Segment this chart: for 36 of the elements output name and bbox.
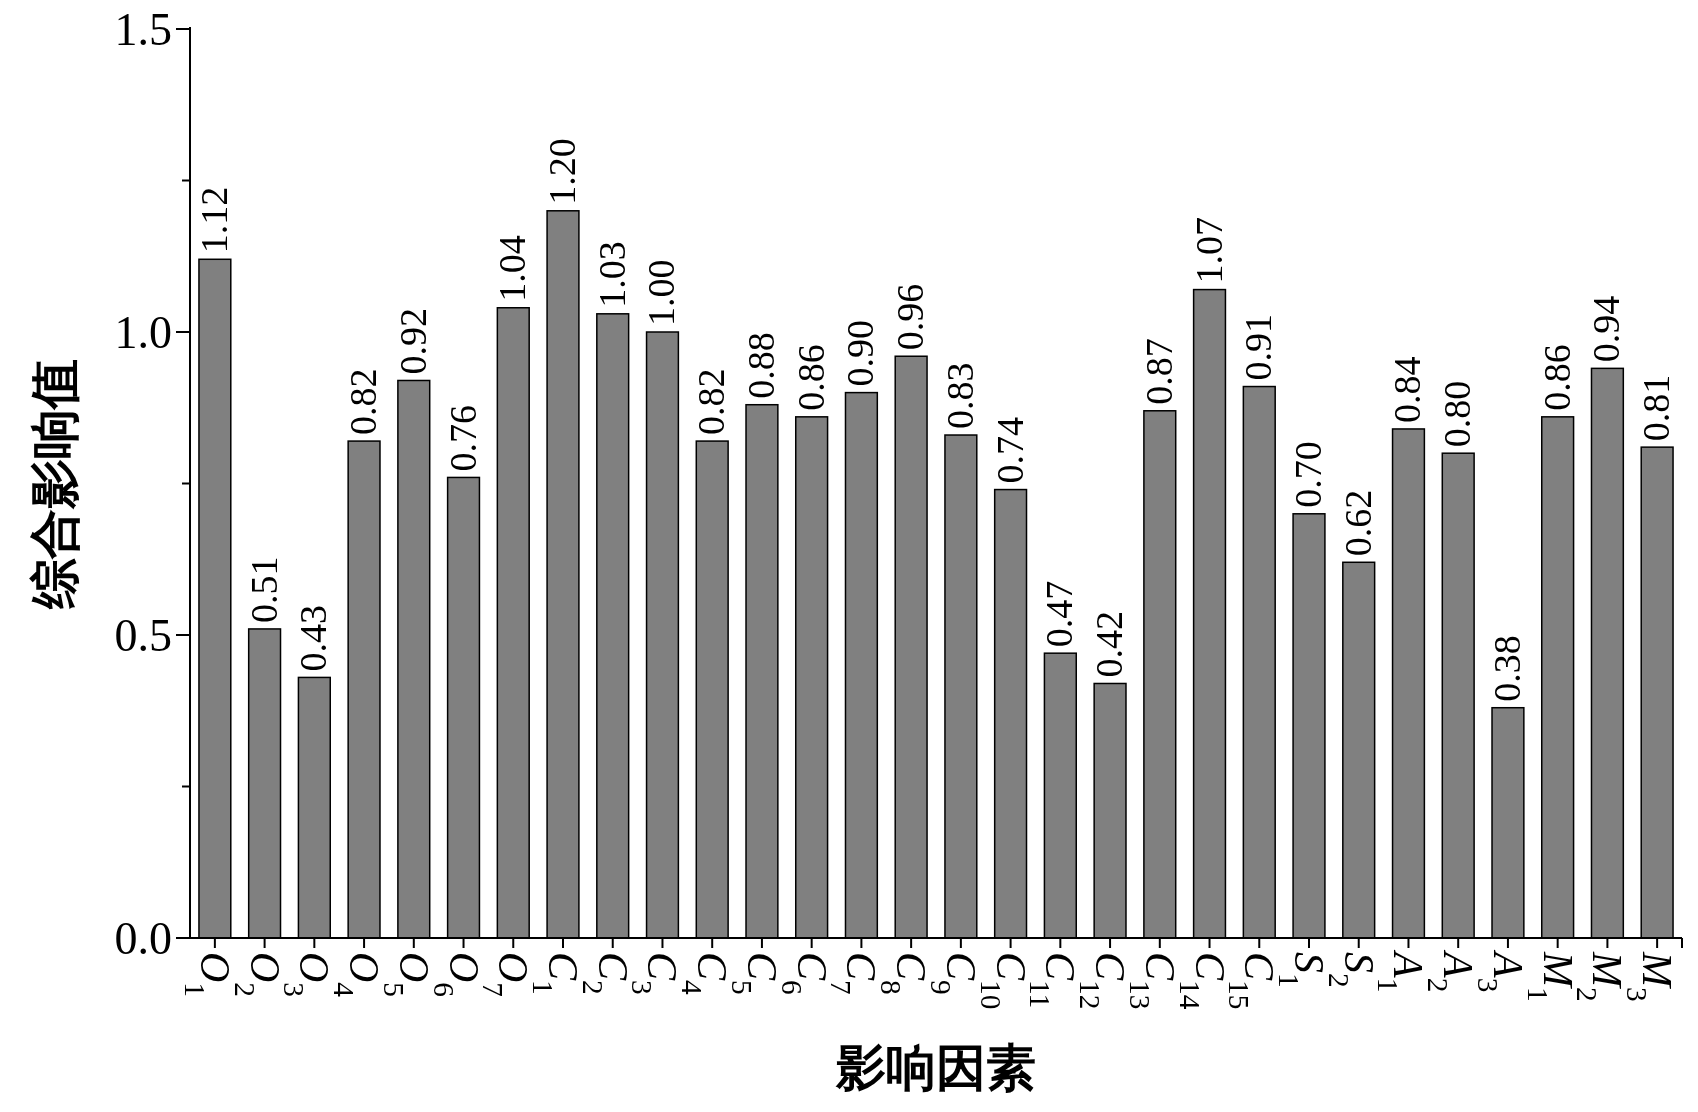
data-label: 0.38 bbox=[1485, 635, 1528, 702]
data-label: 1.00 bbox=[640, 259, 683, 326]
data-label: 1.03 bbox=[590, 241, 633, 308]
data-label: 0.87 bbox=[1137, 338, 1180, 405]
data-label: 0.70 bbox=[1287, 441, 1329, 508]
data-label: 0.86 bbox=[1535, 344, 1578, 411]
data-label: 0.76 bbox=[441, 404, 484, 472]
data-label: 0.96 bbox=[889, 283, 932, 351]
y-tick-label: 1.5 bbox=[114, 3, 172, 55]
data-label: 0.74 bbox=[988, 417, 1031, 484]
data-label: 0.81 bbox=[1635, 374, 1678, 442]
data-label: 0.84 bbox=[1386, 356, 1429, 423]
y-tick-label: 0.5 bbox=[114, 609, 172, 661]
x-axis-title: 影响因素 bbox=[835, 1039, 1036, 1097]
data-label: 1.07 bbox=[1187, 217, 1230, 284]
data-label: 0.62 bbox=[1336, 489, 1379, 557]
data-label: 0.86 bbox=[789, 344, 832, 411]
data-label: 0.94 bbox=[1585, 295, 1628, 363]
data-label: 0.90 bbox=[839, 320, 882, 387]
y-tick-label: 1.0 bbox=[114, 306, 172, 358]
data-label: 0.47 bbox=[1038, 580, 1081, 648]
data-label: 0.42 bbox=[1088, 610, 1131, 678]
data-label: 0.43 bbox=[292, 604, 335, 672]
data-label: 1.04 bbox=[491, 235, 534, 302]
data-label: 1.20 bbox=[541, 138, 583, 205]
data-label: 0.92 bbox=[391, 307, 434, 375]
y-tick-label: 0.0 bbox=[114, 912, 172, 964]
data-label: 0.82 bbox=[342, 368, 385, 436]
data-label: 0.51 bbox=[242, 556, 285, 623]
data-label: 0.91 bbox=[1237, 314, 1280, 381]
y-axis-title: 综合影响值 bbox=[26, 358, 84, 610]
data-label: 0.80 bbox=[1436, 380, 1479, 448]
data-label: 0.82 bbox=[690, 368, 733, 436]
data-label: 0.88 bbox=[739, 332, 782, 399]
data-label: 0.83 bbox=[938, 362, 981, 430]
data-label: 1.12 bbox=[192, 186, 235, 254]
